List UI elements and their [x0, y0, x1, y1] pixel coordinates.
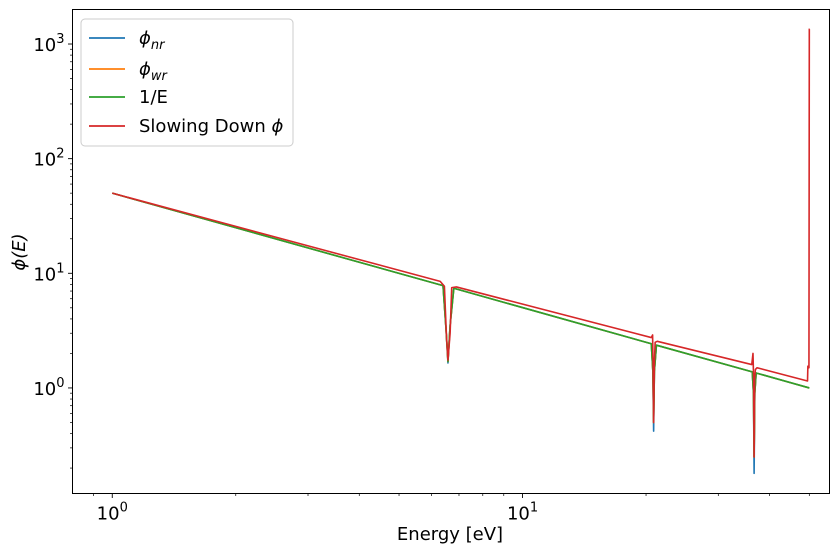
x-tick-label-0: 100: [97, 501, 128, 525]
legend-label-2: 1/E: [139, 87, 168, 108]
legend-box: [80, 18, 294, 147]
x-tick-exponent: 1: [530, 501, 538, 516]
y-tick-label-0: 100: [33, 376, 64, 400]
x-tick-label-1: 101: [507, 501, 538, 525]
y-tick-label-1: 101: [33, 261, 64, 285]
series-line-3: [112, 28, 811, 458]
y-axis-label: ϕ(E): [9, 233, 30, 270]
y-tick-exponent: 3: [56, 32, 64, 47]
y-tick-label-2: 102: [33, 147, 64, 171]
legend-phi: ϕ: [139, 28, 151, 49]
plot-frame: [72, 9, 830, 494]
legend-phi: ϕ: [139, 59, 151, 80]
x-axis-label: Energy [eV]: [397, 524, 503, 545]
series-line-1: [112, 192, 810, 458]
legend-subscript: nr: [151, 38, 166, 53]
legend-subscript: wr: [151, 69, 169, 84]
y-tick-label-3: 103: [33, 32, 64, 56]
legend-phi: ϕ: [271, 116, 283, 137]
y-tick-exponent: 0: [56, 376, 64, 391]
legend-label-0: ϕnr: [139, 28, 166, 53]
legend-label-3: Slowing Down ϕ: [139, 116, 283, 137]
series-line-2: [112, 192, 810, 458]
y-axis-label-text: ϕ(E): [9, 233, 30, 270]
legend-label-1: ϕwr: [139, 59, 169, 84]
series-line-0: [112, 192, 810, 475]
x-tick-exponent: 0: [120, 501, 128, 516]
series-layer: [112, 28, 811, 475]
y-tick-exponent: 2: [56, 147, 64, 162]
y-tick-exponent: 1: [56, 261, 64, 276]
